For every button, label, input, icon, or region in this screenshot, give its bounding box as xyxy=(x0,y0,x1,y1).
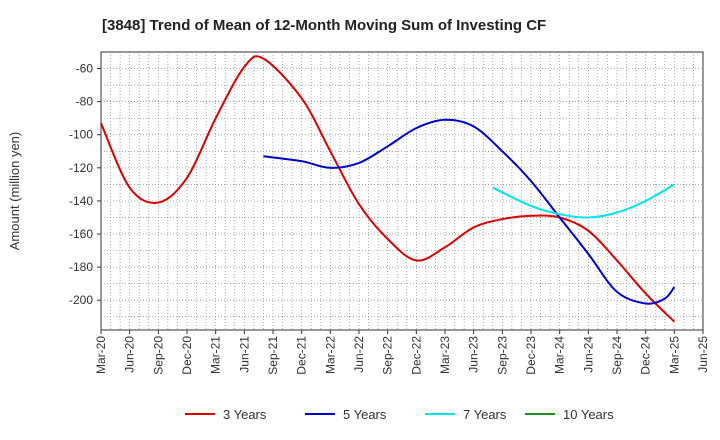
x-tick-label: Mar-20 xyxy=(94,336,108,374)
x-tick-label: Sep-22 xyxy=(381,336,395,375)
x-tick-label: Dec-22 xyxy=(409,336,423,375)
legend: 3 Years 5 Years 7 Years 10 Years xyxy=(185,407,614,422)
y-tick-label: -140 xyxy=(69,194,93,208)
legend-label: 5 Years xyxy=(343,407,387,422)
x-tick-label: Dec-24 xyxy=(639,336,653,375)
y-tick-label: -180 xyxy=(69,260,93,274)
x-tick-label: Mar-22 xyxy=(323,336,337,374)
x-tick-label: Jun-24 xyxy=(581,336,595,373)
series-line-5-years xyxy=(263,118,676,305)
y-tick-label: -100 xyxy=(69,128,93,142)
series-line-3-years xyxy=(100,55,676,323)
x-tick-label: Dec-21 xyxy=(295,336,309,375)
y-tick-label: -120 xyxy=(69,161,93,175)
plot-area: -60 -80 -100 -120 -140 -160 -180 -200 Mar-20 Jun-… xyxy=(69,51,710,375)
x-tick-label: Mar-25 xyxy=(667,336,681,374)
y-tick-label: -160 xyxy=(69,227,93,241)
x-tick-label: Jun-20 xyxy=(123,336,137,373)
x-tick-label: Sep-23 xyxy=(495,336,509,375)
chart-title: [3848] Trend of Mean of 12-Month Moving … xyxy=(102,17,546,34)
series-line-7-years xyxy=(492,183,675,219)
x-tick-label: Jun-22 xyxy=(352,336,366,373)
x-tick-label: Dec-20 xyxy=(180,336,194,375)
x-tick-label: Mar-23 xyxy=(438,336,452,374)
legend-label: 10 Years xyxy=(563,407,614,422)
x-tick-label: Jun-21 xyxy=(237,336,251,373)
x-tick-label: Sep-24 xyxy=(610,336,624,375)
x-tick-label: Sep-20 xyxy=(151,336,165,375)
y-axis-label: Amount (million yen) xyxy=(7,132,22,251)
y-tick-label: -60 xyxy=(76,62,94,76)
legend-label: 7 Years xyxy=(463,407,507,422)
x-tick-label: Mar-24 xyxy=(553,336,567,374)
x-tick-label: Sep-21 xyxy=(266,336,280,375)
y-tick-label: -200 xyxy=(69,293,93,307)
x-tick-label: Jun-25 xyxy=(696,336,710,373)
x-tick-label: Jun-23 xyxy=(467,336,481,373)
legend-label: 3 Years xyxy=(223,407,267,422)
y-tick-label: -80 xyxy=(76,95,94,109)
x-tick-label: Dec-23 xyxy=(524,336,538,375)
x-tick-label: Mar-21 xyxy=(209,336,223,374)
